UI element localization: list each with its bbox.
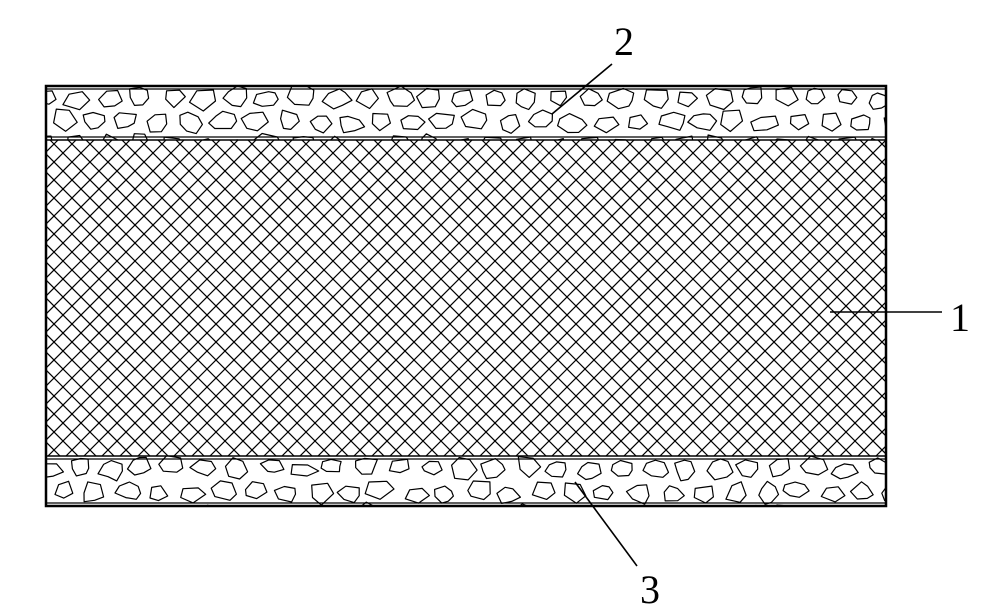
label-2: 2 <box>614 22 634 62</box>
label-3: 3 <box>640 570 660 610</box>
figure-canvas: 2 1 3 <box>0 0 1000 614</box>
cross-section-svg <box>0 0 1000 614</box>
label-1: 1 <box>950 298 970 338</box>
